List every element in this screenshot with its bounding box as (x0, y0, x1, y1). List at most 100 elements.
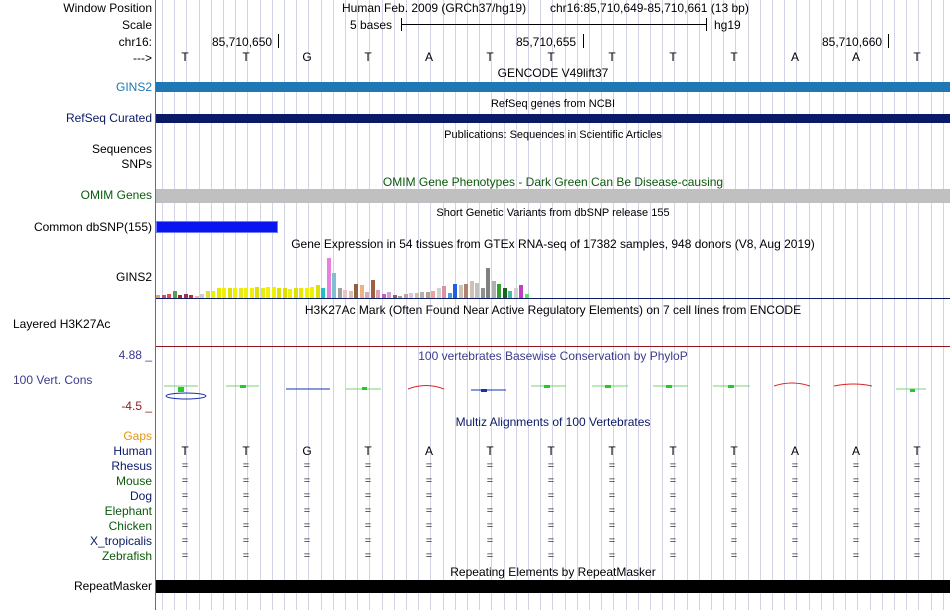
gtex-tissue-bar[interactable] (519, 285, 523, 298)
gencode-gene-bar[interactable] (156, 82, 950, 92)
gtex-tissue-bar[interactable] (321, 288, 325, 298)
gtex-tissue-bar[interactable] (491, 281, 496, 298)
gtex-tissue-bar[interactable] (238, 288, 243, 298)
phylop-signal[interactable] (156, 370, 950, 402)
gtex-tissue-bar[interactable] (469, 281, 474, 298)
species-label-elephant[interactable]: Elephant (104, 504, 152, 518)
gencode-gene-label[interactable]: GINS2 (115, 80, 152, 94)
gtex-tissue-bar[interactable] (442, 286, 446, 298)
gtex-tissue-bar[interactable] (370, 280, 375, 298)
alignment-match: = (486, 505, 494, 517)
gtex-tissue-bar[interactable] (227, 288, 232, 298)
gtex-tissue-bar[interactable] (502, 288, 507, 298)
gtex-tissue-bar[interactable] (310, 287, 314, 298)
gtex-tissue-bar[interactable] (486, 268, 490, 298)
gtex-tissue-bar[interactable] (293, 288, 298, 298)
gtex-tissue-bar[interactable] (304, 288, 309, 298)
gtex-tissue-bar[interactable] (354, 284, 358, 298)
omim-label[interactable]: OMIM Genes (80, 188, 152, 202)
gtex-tissue-bar[interactable] (249, 288, 254, 298)
gtex-tissue-bar[interactable] (167, 294, 171, 298)
gtex-expression-bars[interactable] (156, 250, 950, 298)
gridline (455, 0, 456, 610)
gtex-tissue-bar[interactable] (216, 288, 221, 298)
gtex-tissue-bar[interactable] (475, 283, 479, 298)
species-label-x_tropicalis[interactable]: X_tropicalis (89, 534, 152, 548)
refseq-label[interactable]: RefSeq Curated (65, 111, 152, 125)
gtex-tissue-bar[interactable] (244, 288, 248, 298)
gtex-tissue-bar[interactable] (337, 288, 342, 298)
gtex-tissue-bar[interactable] (508, 291, 512, 298)
gtex-tissue-bar[interactable] (271, 287, 276, 298)
gtex-tissue-bar[interactable] (172, 291, 177, 298)
gtex-tissue-bar[interactable] (365, 292, 369, 298)
species-label-zebrafish[interactable]: Zebrafish (101, 549, 152, 563)
gtex-tissue-bar[interactable] (315, 285, 320, 298)
gtex-tissue-bar[interactable] (161, 295, 166, 298)
gtex-tissue-bar[interactable] (332, 273, 336, 298)
gtex-tissue-bar[interactable] (288, 289, 292, 298)
dbsnp-variant[interactable] (156, 221, 278, 233)
refseq-gene-bar[interactable] (156, 114, 950, 123)
species-label-human[interactable]: Human (113, 444, 152, 458)
gtex-tissue-bar[interactable] (420, 292, 424, 298)
species-label-rhesus[interactable]: Rhesus (111, 459, 152, 473)
gtex-tissue-bar[interactable] (266, 287, 270, 298)
gridline (699, 0, 700, 610)
gtex-tissue-bar[interactable] (156, 295, 160, 298)
gtex-tissue-bar[interactable] (282, 288, 287, 298)
gtex-tissue-bar[interactable] (409, 293, 413, 298)
gtex-tissue-bar[interactable] (326, 258, 331, 298)
gtex-tissue-bar[interactable] (381, 294, 386, 298)
gtex-tissue-bar[interactable] (255, 287, 259, 298)
omim-gene-bar[interactable] (156, 189, 950, 203)
gtex-tissue-bar[interactable] (260, 288, 265, 298)
gtex-tissue-bar[interactable] (403, 294, 408, 298)
repeatmasker-label[interactable]: RepeatMasker (73, 579, 152, 593)
cons-track-label[interactable]: 100 Vert. Cons (13, 373, 93, 387)
gtex-tissue-bar[interactable] (513, 288, 518, 298)
gtex-tissue-bar[interactable] (183, 294, 188, 298)
h3k27ac-label[interactable]: Layered H3K27Ac (13, 317, 111, 331)
gtex-tissue-bar[interactable] (194, 296, 199, 298)
browser-image[interactable]: Human Feb. 2009 (GRCh37/hg19) chr16:85,7… (156, 0, 950, 610)
gtex-tissue-bar[interactable] (376, 290, 380, 298)
species-label-mouse[interactable]: Mouse (115, 474, 152, 488)
snps-label[interactable]: SNPs (121, 157, 152, 171)
gtex-tissue-bar[interactable] (222, 288, 226, 298)
repeat-element-bar[interactable] (156, 580, 950, 593)
gtex-tissue-bar[interactable] (205, 291, 210, 298)
gtex-tissue-bar[interactable] (431, 291, 435, 298)
gtex-tissue-bar[interactable] (392, 295, 397, 298)
gtex-tissue-bar[interactable] (233, 288, 237, 298)
gtex-tissue-bar[interactable] (398, 296, 402, 298)
gtex-tissue-bar[interactable] (425, 292, 430, 298)
gtex-tissue-bar[interactable] (189, 295, 193, 298)
gtex-tissue-bar[interactable] (447, 293, 452, 298)
gtex-tissue-bar[interactable] (211, 291, 215, 298)
species-label-dog[interactable]: Dog (129, 489, 152, 503)
gtex-tissue-bar[interactable] (178, 295, 182, 298)
human-base: A (424, 444, 433, 458)
gaps-label[interactable]: Gaps (123, 429, 152, 443)
gtex-tissue-bar[interactable] (414, 293, 419, 298)
gtex-tissue-bar[interactable] (277, 288, 281, 298)
gtex-tissue-bar[interactable] (497, 284, 501, 298)
gtex-tissue-bar[interactable] (387, 292, 391, 298)
alignment-match: = (303, 505, 311, 517)
gtex-tissue-bar[interactable] (480, 288, 485, 298)
gtex-tissue-bar[interactable] (200, 294, 204, 298)
gtex-tissue-bar[interactable] (348, 291, 353, 298)
gtex-tissue-bar[interactable] (359, 285, 364, 298)
species-label-chicken[interactable]: Chicken (108, 519, 152, 533)
sequences-label[interactable]: Sequences (91, 142, 152, 156)
gtex-tissue-bar[interactable] (464, 284, 468, 298)
gtex-tissue-bar[interactable] (436, 288, 441, 298)
gtex-tissue-bar[interactable] (299, 288, 303, 298)
gtex-gene-label[interactable]: GINS2 (115, 270, 152, 284)
gtex-tissue-bar[interactable] (453, 284, 457, 298)
gtex-tissue-bar[interactable] (458, 285, 463, 298)
dbsnp-label[interactable]: Common dbSNP(155) (33, 220, 152, 234)
gtex-tissue-bar[interactable] (524, 294, 529, 298)
gtex-tissue-bar[interactable] (343, 290, 347, 298)
